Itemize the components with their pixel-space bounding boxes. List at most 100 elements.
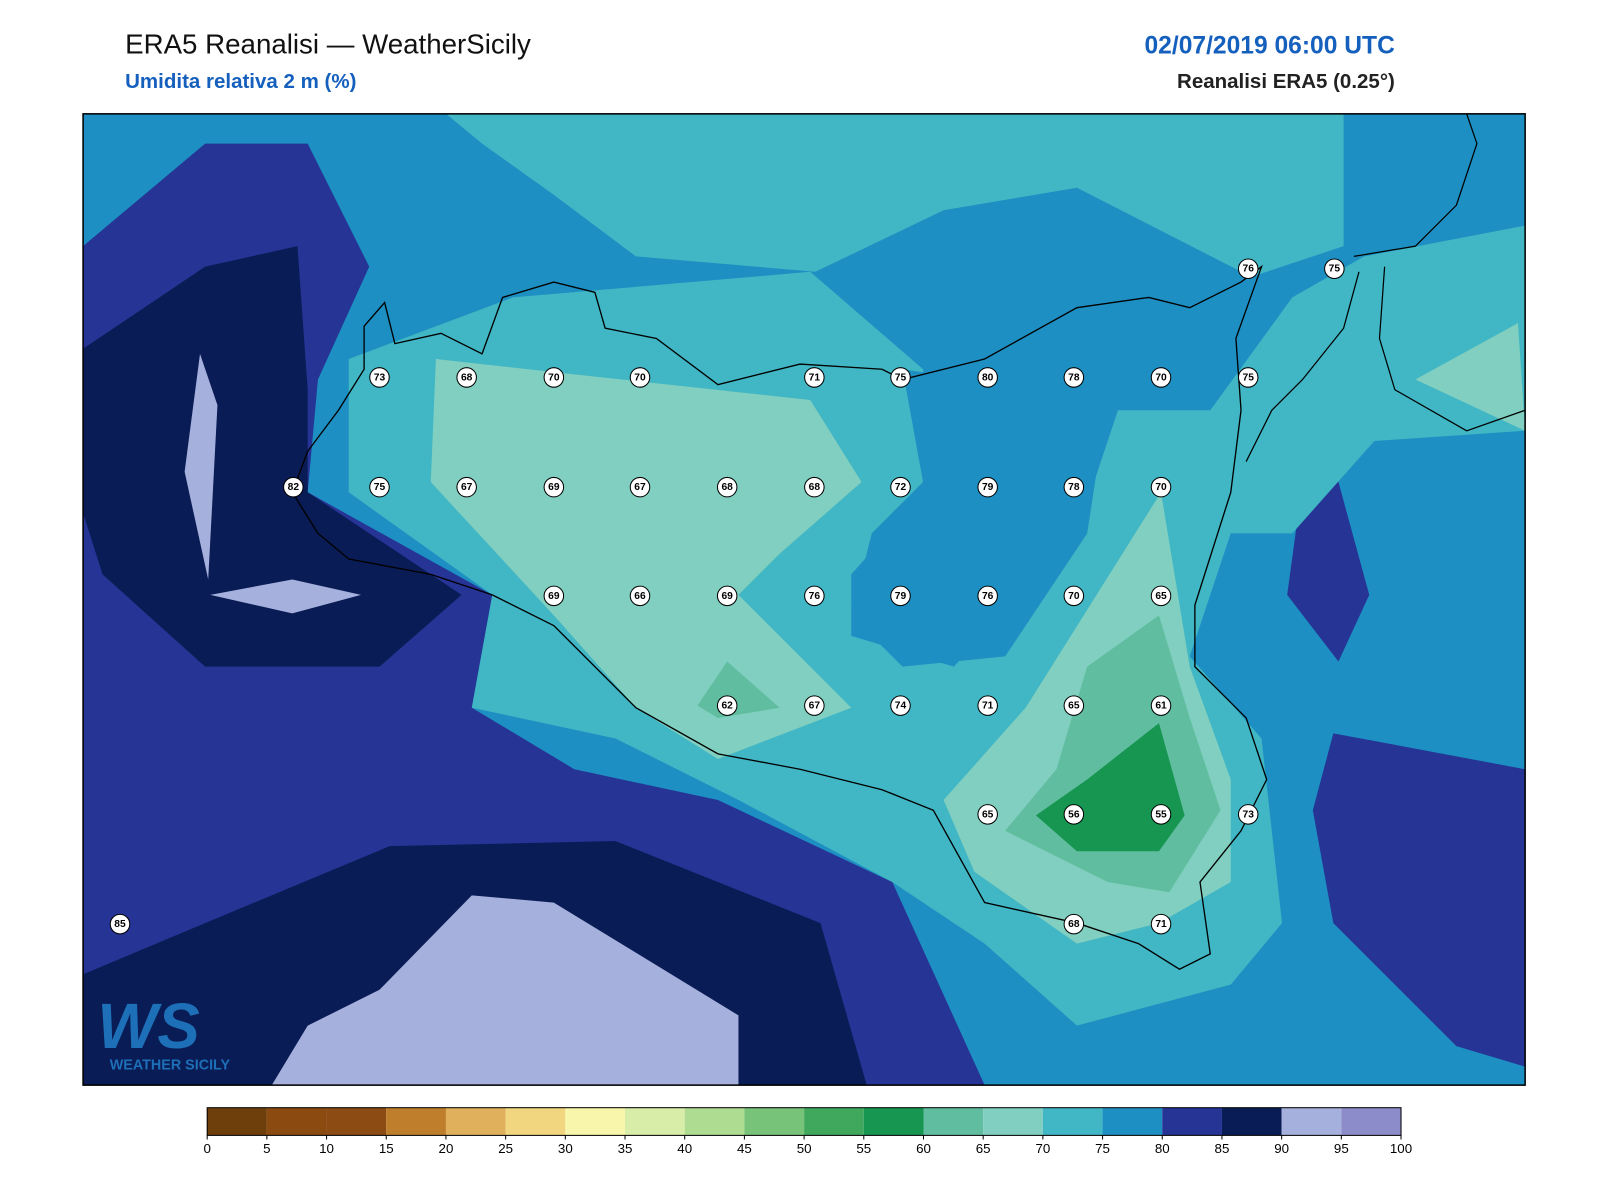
station-marker	[629, 367, 651, 388]
station-marker	[283, 476, 304, 498]
station: 70	[1063, 585, 1085, 607]
station-value: 66	[634, 591, 646, 602]
station-value: 68	[809, 482, 821, 493]
colorbar-tick-label: 0	[203, 1141, 210, 1156]
station: 75	[1324, 258, 1345, 279]
station: 69	[543, 476, 565, 498]
station: 71	[1150, 913, 1172, 935]
station-marker	[369, 367, 390, 388]
station-value: 61	[1155, 701, 1167, 712]
colorbar-tick-label: 15	[379, 1141, 394, 1156]
station-value: 79	[895, 591, 907, 602]
station: 55	[1150, 804, 1172, 825]
station: 76	[1237, 258, 1259, 279]
station-marker	[804, 695, 825, 716]
station: 70	[543, 367, 565, 388]
colorbar-bin	[804, 1107, 864, 1136]
colorbar-tick-label: 85	[1215, 1141, 1230, 1156]
colorbar-bin	[326, 1107, 387, 1136]
station: 71	[977, 695, 998, 716]
station: 79	[977, 476, 998, 498]
station-value: 73	[374, 372, 386, 383]
station-marker	[1063, 913, 1085, 935]
station: 68	[456, 367, 477, 388]
colorbar-tick-label: 30	[558, 1141, 573, 1156]
colorbar-tick-label: 90	[1274, 1141, 1289, 1156]
station-value: 75	[1243, 372, 1255, 383]
station-value: 62	[721, 701, 733, 712]
station: 75	[369, 476, 390, 498]
station-marker	[890, 585, 911, 607]
station: 67	[629, 476, 651, 498]
station-value: 75	[1329, 264, 1341, 275]
subtitle: Umidita relativa 2 m (%)	[125, 70, 356, 93]
colorbar-tick-label: 80	[1155, 1141, 1170, 1156]
colorbar-tick-label: 35	[618, 1141, 633, 1156]
station-marker	[716, 585, 738, 607]
station-value: 65	[982, 809, 994, 820]
station: 68	[716, 476, 738, 498]
colorbar-bin	[1341, 1107, 1402, 1136]
station-value: 73	[1243, 809, 1255, 820]
station-marker	[1063, 585, 1085, 607]
station-value: 65	[1068, 701, 1080, 712]
station-value: 68	[721, 482, 733, 493]
station-value: 80	[982, 372, 994, 383]
station-marker	[1063, 695, 1085, 716]
station: 68	[804, 476, 825, 498]
station-marker	[1150, 476, 1172, 498]
colorbar-tick-label: 55	[856, 1141, 871, 1156]
station-marker	[369, 476, 390, 498]
station: 67	[804, 695, 825, 716]
colorbar-tick-label: 20	[439, 1141, 454, 1156]
station-value: 74	[895, 701, 907, 712]
colorbar-tick-label: 75	[1095, 1141, 1110, 1156]
station-value: 69	[548, 591, 560, 602]
logo: WS WEATHER SICILY	[97, 991, 230, 1074]
station-marker	[977, 476, 998, 498]
colorbar-bin	[1162, 1107, 1222, 1136]
station-marker	[890, 367, 911, 388]
station-marker	[977, 695, 998, 716]
station: 67	[456, 476, 477, 498]
station-value: 78	[1068, 372, 1080, 383]
station-value: 76	[1243, 264, 1255, 275]
station: 72	[890, 476, 911, 498]
station-value: 69	[548, 482, 560, 493]
station-marker	[543, 585, 565, 607]
station-value: 71	[809, 372, 821, 383]
station-marker	[456, 367, 477, 388]
colorbar-bin	[983, 1107, 1043, 1136]
station-marker	[716, 476, 738, 498]
station-value: 70	[634, 372, 646, 383]
station-value: 79	[982, 482, 994, 493]
station: 79	[890, 585, 911, 607]
station-value: 76	[982, 591, 994, 602]
station: 65	[977, 804, 998, 825]
colorbar-tick-label: 60	[916, 1141, 931, 1156]
colorbar-bin	[266, 1107, 327, 1136]
station-marker	[1063, 476, 1085, 498]
station-value: 65	[1155, 591, 1167, 602]
colorbar-bin	[1102, 1107, 1163, 1136]
station-value: 72	[895, 482, 907, 493]
station-marker	[804, 367, 825, 388]
station-marker	[1150, 585, 1172, 607]
station: 73	[369, 367, 390, 388]
colorbar-bin	[684, 1107, 745, 1136]
station-marker	[543, 367, 565, 388]
station: 70	[629, 367, 651, 388]
station: 70	[1150, 476, 1172, 498]
station-value: 71	[1155, 919, 1167, 930]
station-marker	[1063, 367, 1085, 388]
colorbar-bin	[1221, 1107, 1282, 1136]
colorbar-bin	[505, 1107, 566, 1136]
colorbar-tick-label: 5	[263, 1141, 270, 1156]
station-marker	[890, 476, 911, 498]
colorbar-tick-label: 100	[1390, 1141, 1412, 1156]
station: 75	[1237, 367, 1259, 388]
station-value: 68	[461, 372, 473, 383]
colorbar-bin	[744, 1107, 805, 1136]
station-marker	[1237, 258, 1259, 279]
